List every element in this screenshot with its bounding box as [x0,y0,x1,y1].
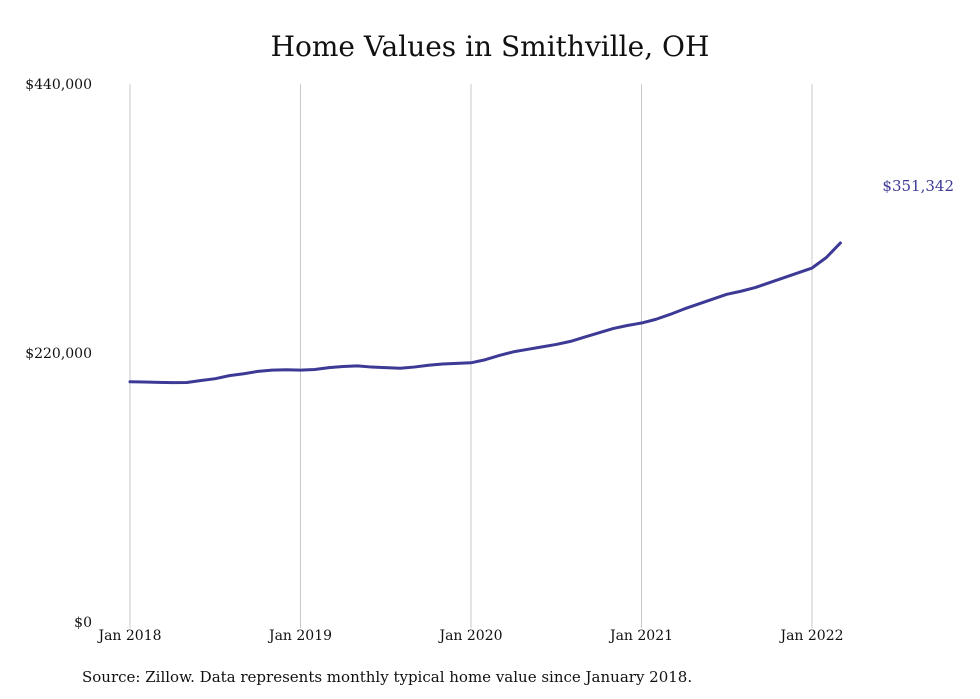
y-tick-label-2: $440,000 [25,77,92,93]
x-tick-label-1: Jan 2019 [267,628,332,644]
x-tick-label-0: Jan 2018 [96,628,161,644]
last-value-label: $351,342 [882,177,954,195]
y-axis-labels: $0 $220,000 $440,000 [25,77,92,631]
source-note: Source: Zillow. Data represents monthly … [82,668,693,686]
x-tick-label-4: Jan 2022 [778,628,843,644]
y-tick-label-0: $0 [74,615,92,631]
chart-title: Home Values in Smithville, OH [270,30,710,63]
x-tick-label-3: Jan 2021 [608,628,673,644]
y-tick-label-1: $220,000 [25,346,92,362]
x-tick-label-2: Jan 2020 [437,628,502,644]
grid-layer [129,84,813,628]
series-line [128,241,842,385]
x-axis-labels: Jan 2018 Jan 2019 Jan 2020 Jan 2021 Jan 2022 [96,628,843,644]
series-layer [128,241,842,385]
annotation-layer: $351,342 [882,177,954,195]
